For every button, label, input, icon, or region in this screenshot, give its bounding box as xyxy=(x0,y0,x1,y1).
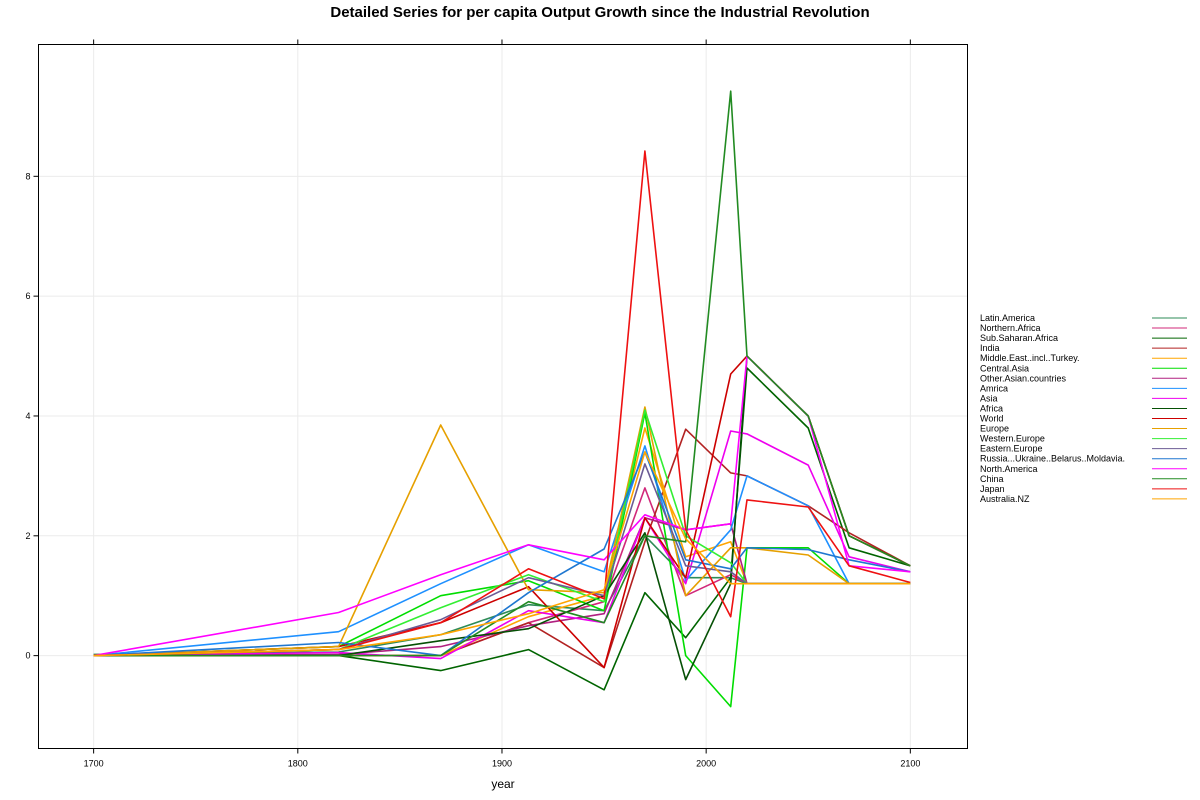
plot-frame xyxy=(38,44,968,749)
legend-label-india: India xyxy=(980,343,1000,353)
legend-label-china: China xyxy=(980,474,1004,484)
grid-lines xyxy=(38,44,968,749)
legend-label-europe: Europe xyxy=(980,424,1009,434)
series-line-japan xyxy=(93,150,911,657)
chart-title: Detailed Series for per capita Output Gr… xyxy=(330,4,869,21)
y-tick-label: 2 xyxy=(25,531,30,541)
legend-label-central-asia: Central.Asia xyxy=(980,363,1029,373)
x-tick-label: 2100 xyxy=(900,759,920,769)
legend-label-north-america: North.America xyxy=(980,464,1038,474)
y-tick-label: 8 xyxy=(25,171,30,181)
legend-label-sub-saharan-africa: Sub.Saharan.Africa xyxy=(980,333,1058,343)
legend-label-western-europe: Western.Europe xyxy=(980,434,1045,444)
legend-label-japan: Japan xyxy=(980,484,1005,494)
axes: 1700 1800 1900 2000 2100 0 2 4 6 8 xyxy=(25,39,920,769)
series-line-asia xyxy=(93,430,911,660)
legend-label-middle-east-incl-turkey: Middle.East..incl..Turkey. xyxy=(980,353,1080,363)
series-line-australia-nz xyxy=(93,451,911,657)
x-tick-label: 1800 xyxy=(288,759,308,769)
legend-label-africa: Africa xyxy=(980,403,1003,413)
series-line-north-america xyxy=(93,355,911,657)
legend-label-northern-africa: Northern.Africa xyxy=(980,323,1041,333)
x-tick-label: 2000 xyxy=(696,759,716,769)
x-tick-label: 1700 xyxy=(84,759,104,769)
x-axis-label: year xyxy=(491,777,514,791)
series-line-europe xyxy=(93,406,911,657)
series-line-russia-ukraine-belarus-moldavia xyxy=(93,451,911,657)
series-line-china xyxy=(93,90,911,657)
legend-label-australia-nz: Australia.NZ xyxy=(980,494,1030,504)
series-line-sub-saharan-africa xyxy=(93,367,911,691)
y-tick-label: 0 xyxy=(25,651,30,661)
y-tick-label: 4 xyxy=(25,411,30,421)
y-tick-label: 6 xyxy=(25,291,30,301)
legend-label-eastern-europe: Eastern.Europe xyxy=(980,444,1043,454)
legend-label-russia-ukraine-belarus-moldavia: Russia...Ukraine..Belarus..Moldavia. xyxy=(980,454,1125,464)
legend-label-latin-america: Latin.America xyxy=(980,313,1035,323)
series-line-central-asia xyxy=(93,412,911,708)
legend-label-world: World xyxy=(980,414,1003,424)
legend-label-amrica: Amrica xyxy=(980,383,1008,393)
legend-label-other-asian-countries: Other.Asian.countries xyxy=(980,373,1067,383)
series-lines xyxy=(93,90,911,708)
legend: Latin.AmericaNorthern.AfricaSub.Saharan.… xyxy=(980,313,1187,504)
legend-label-asia: Asia xyxy=(980,393,998,403)
x-tick-label: 1900 xyxy=(492,759,512,769)
